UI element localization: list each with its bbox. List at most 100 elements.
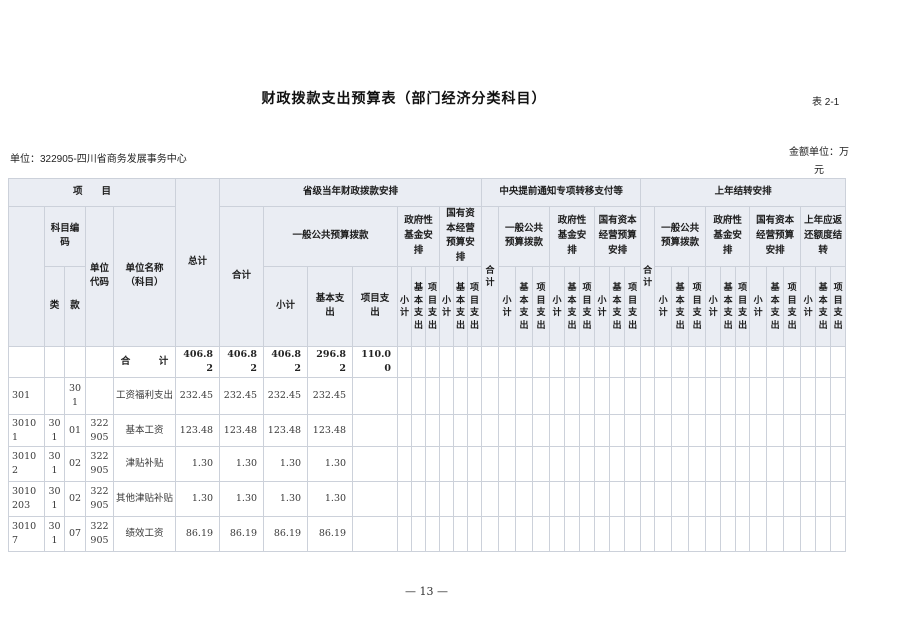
empty-cell	[453, 414, 469, 448]
empty-cell	[515, 345, 534, 379]
empty-cell	[579, 414, 596, 448]
empty-cell	[671, 345, 690, 379]
empty-cell	[397, 414, 413, 448]
cell-basic: 232.45	[307, 377, 354, 416]
empty-cell	[830, 414, 847, 448]
page-number: — 13 —	[405, 585, 448, 598]
empty-cell	[481, 446, 500, 483]
empty-cell	[688, 481, 707, 518]
header-s2-state-capital: 国有资本经营预算安排	[594, 206, 642, 267]
empty-cell	[624, 345, 642, 379]
empty-cell	[481, 414, 500, 448]
header-s2-general: 一般公共预算拨款	[498, 206, 551, 267]
empty-cell	[549, 345, 566, 379]
header-unit-name: 单位名称（科目）	[112, 206, 177, 347]
header-s2c-subtotal: 小计	[594, 265, 611, 347]
empty-cell	[481, 345, 500, 379]
header-s1g-project: 项目支出	[352, 265, 399, 347]
cell-sum: 406.82	[219, 345, 265, 379]
empty-cell	[654, 481, 673, 518]
empty-cell	[671, 516, 690, 553]
header-subject-code: 科目编码	[44, 206, 86, 267]
empty-cell	[688, 377, 707, 416]
empty-cell	[594, 446, 611, 483]
cell-name: 工资福利支出	[112, 377, 177, 416]
cell-name: 津贴补贴	[112, 446, 177, 483]
empty-cell	[397, 345, 413, 379]
header-s1c-basic: 基本支出	[453, 265, 469, 347]
empty-cell	[640, 345, 656, 379]
empty-cell	[532, 516, 551, 553]
empty-cell	[783, 516, 802, 553]
header-s3p-subtotal: 小计	[800, 265, 817, 347]
empty-cell	[640, 377, 656, 416]
empty-cell	[425, 446, 441, 483]
empty-cell	[532, 377, 551, 416]
empty-cell	[532, 345, 551, 379]
table-row: 30101 301 01 322905 基本工资 123.48 123.48 1…	[8, 414, 847, 448]
empty-cell	[609, 377, 626, 416]
header-unit-code: 单位代码	[85, 206, 114, 347]
empty-cell	[439, 377, 455, 416]
cell-unit-code: 322905	[85, 516, 114, 553]
empty-cell	[532, 481, 551, 518]
cell-subtotal: 86.19	[263, 516, 309, 553]
empty-cell	[549, 481, 566, 518]
header-s2g-project: 项目支出	[532, 265, 551, 347]
cell-sum: 1.30	[219, 481, 265, 518]
cell-project	[352, 516, 399, 553]
empty-cell	[800, 516, 817, 553]
empty-cell	[720, 446, 737, 483]
empty-cell	[705, 345, 722, 379]
cell-total: 1.30	[175, 481, 221, 518]
empty-cell	[481, 377, 500, 416]
empty-cell	[640, 414, 656, 448]
header-s1-sum: 合计	[219, 206, 265, 347]
empty-cell	[783, 377, 802, 416]
cell-sum: 86.19	[219, 516, 265, 553]
cell-class	[44, 377, 65, 416]
empty-cell	[749, 446, 768, 483]
empty-cell	[688, 516, 707, 553]
empty-cell	[549, 414, 566, 448]
empty-cell	[467, 446, 483, 483]
empty-cell	[640, 481, 656, 518]
cell-basic: 1.30	[307, 446, 354, 483]
empty-cell	[688, 414, 707, 448]
empty-cell	[609, 446, 626, 483]
cell-unit-code: 322905	[85, 414, 114, 448]
cell-basic: 86.19	[307, 516, 354, 553]
empty-cell	[735, 345, 751, 379]
empty-cell	[830, 345, 847, 379]
empty-cell	[579, 481, 596, 518]
empty-cell	[467, 377, 483, 416]
empty-cell	[766, 481, 785, 518]
empty-cell	[425, 516, 441, 553]
empty-cell	[411, 446, 427, 483]
empty-cell	[453, 345, 469, 379]
cell-section: 301	[64, 377, 86, 416]
empty-cell	[800, 377, 817, 416]
table-row: 3010203 301 02 322905 其他津贴补贴 1.30 1.30 1…	[8, 481, 847, 518]
empty-cell	[425, 345, 441, 379]
cell-unit-code: 322905	[85, 481, 114, 518]
header-s3-sum: 合计	[640, 206, 656, 347]
unit-label: 单位：322905-四川省商务发展事务中心	[10, 154, 187, 165]
cell-code	[8, 345, 45, 379]
cell-section	[64, 345, 86, 379]
empty-cell	[815, 345, 832, 379]
cell-class: 301	[44, 516, 65, 553]
header-s3p-basic: 基本支出	[815, 265, 832, 347]
empty-cell	[498, 516, 517, 553]
empty-cell	[549, 377, 566, 416]
empty-cell	[735, 516, 751, 553]
header-s3f-subtotal: 小计	[705, 265, 722, 347]
cell-name: 基本工资	[112, 414, 177, 448]
empty-cell	[515, 446, 534, 483]
empty-cell	[579, 516, 596, 553]
empty-cell	[467, 516, 483, 553]
empty-cell	[481, 516, 500, 553]
cell-sum: 123.48	[219, 414, 265, 448]
empty-cell	[425, 377, 441, 416]
